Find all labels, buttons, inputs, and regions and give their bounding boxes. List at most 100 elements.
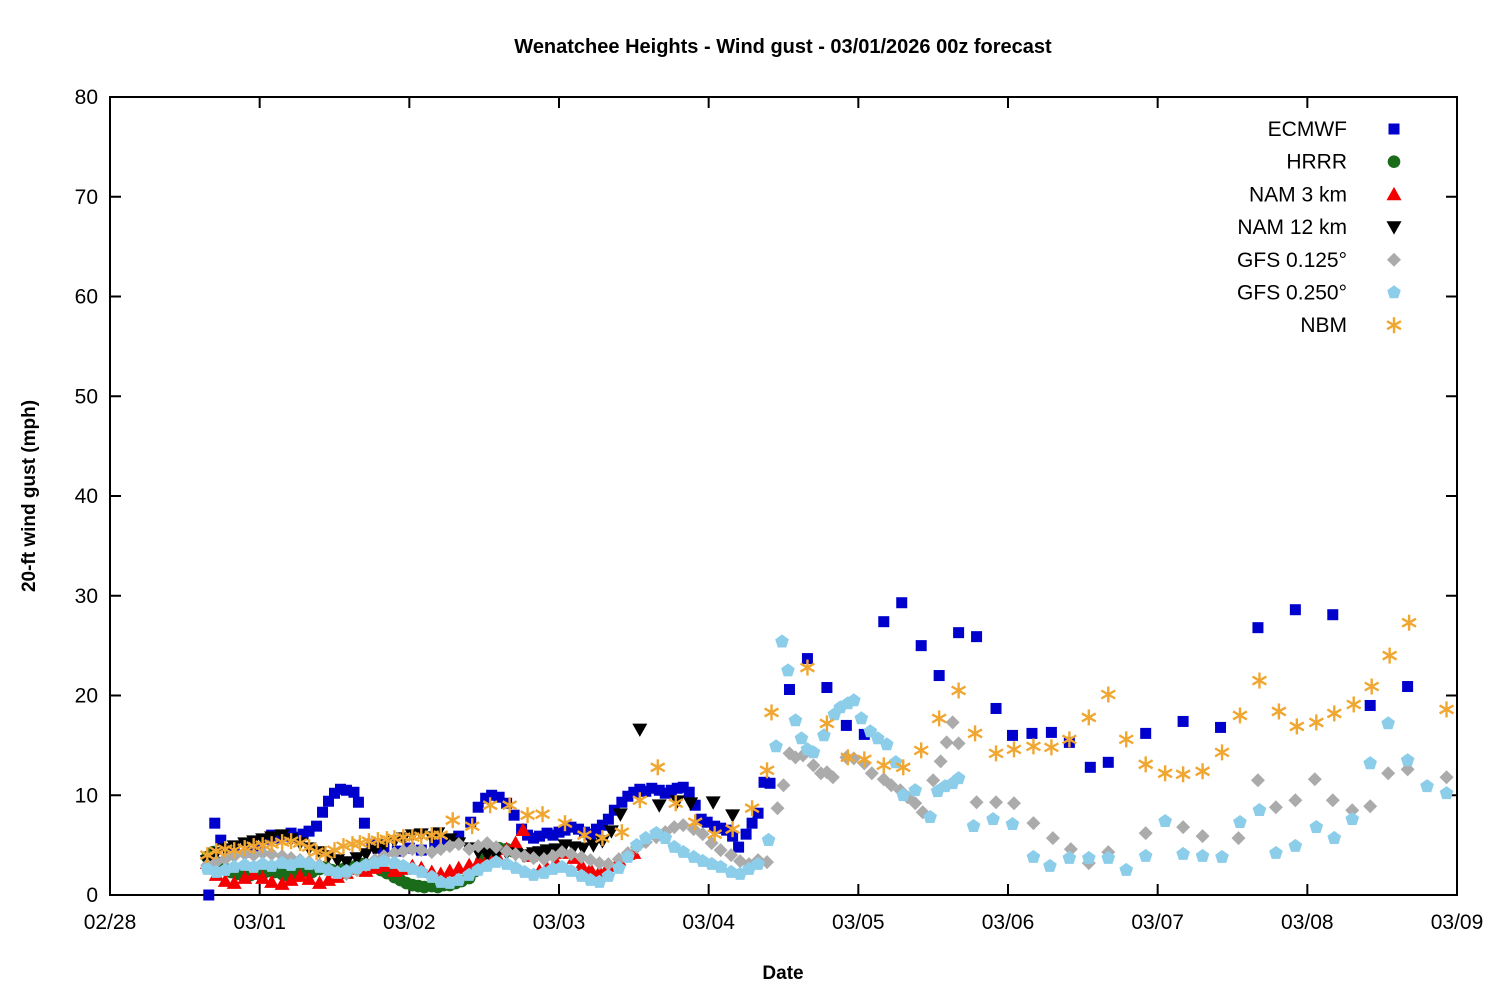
data-point-ecmwf	[534, 830, 546, 842]
data-point-gfs-0-250-	[1026, 849, 1041, 863]
data-point-gfs-0-250-	[414, 864, 429, 878]
data-point-nbm	[1382, 650, 1398, 661]
data-point-gfs-0-125-	[1268, 800, 1283, 815]
data-point-nbm	[309, 847, 325, 858]
data-point-gfs-0-125-	[1195, 829, 1210, 844]
data-point-gfs-0-250-	[1138, 848, 1153, 862]
data-point-nbm	[464, 821, 480, 832]
data-point-gfs-0-125-	[969, 795, 984, 810]
data-point-nbm	[1438, 704, 1455, 715]
data-point-nam-3-km	[508, 835, 524, 849]
data-point-ecmwf	[1045, 726, 1057, 738]
data-point-ecmwf	[303, 825, 315, 837]
data-point-nbm	[413, 831, 429, 842]
data-point-ecmwf	[590, 823, 602, 835]
data-point-ecmwf	[671, 782, 683, 794]
data-point-gfs-0-125-	[489, 840, 504, 855]
data-point-gfs-0-250-	[863, 724, 878, 738]
data-point-gfs-0-250-	[1400, 753, 1415, 767]
data-point-gfs-0-125-	[676, 818, 691, 833]
data-point-nam-3-km	[573, 857, 589, 871]
data-point-gfs-0-250-	[1327, 830, 1342, 844]
data-point-nbm	[352, 838, 368, 849]
data-point-ecmwf	[746, 817, 758, 829]
data-point-nam-3-km	[582, 861, 598, 875]
legend-label-nam-12-km: NAM 12 km	[1237, 216, 1347, 239]
data-point-gfs-0-125-	[1138, 826, 1153, 841]
data-point-nbm	[482, 800, 498, 811]
data-point-ecmwf	[1006, 729, 1018, 741]
data-point-gfs-0-125-	[806, 758, 821, 773]
data-point-ecmwf	[493, 791, 505, 803]
data-point-nam-12-km	[683, 797, 699, 811]
data-point-ecmwf	[622, 790, 634, 802]
legend-marker-nam-3-km	[1386, 186, 1402, 201]
legend-label-ecmwf: ECMWF	[1268, 118, 1347, 141]
legend-marker-hrrr	[1387, 155, 1401, 168]
data-point-ecmwf	[740, 828, 752, 840]
data-point-nbm	[1006, 744, 1022, 755]
data-point-nbm	[744, 803, 760, 814]
data-point-gfs-0-125-	[1345, 803, 1360, 818]
data-point-gfs-0-250-	[879, 737, 894, 751]
data-point-gfs-0-125-	[1006, 796, 1021, 811]
data-point-ecmwf	[896, 597, 908, 609]
data-point-nbm	[1326, 708, 1342, 719]
data-point-ecmwf	[878, 616, 890, 628]
data-point-gfs-0-125-	[526, 851, 541, 866]
data-point-ecmwf	[616, 796, 628, 808]
x-tick-label: 02/28	[84, 911, 137, 934]
data-point-ecmwf	[646, 782, 658, 794]
data-point-ecmwf	[311, 820, 323, 832]
data-point-gfs-0-125-	[724, 848, 739, 863]
data-point-gfs-0-250-	[1005, 817, 1020, 830]
data-point-gfs-0-125-	[939, 735, 954, 750]
data-point-nbm	[840, 752, 856, 763]
data-point-gfs-0-250-	[227, 859, 242, 873]
data-point-gfs-0-250-	[1195, 848, 1210, 862]
data-point-nbm	[1157, 768, 1173, 779]
data-point-nbm	[876, 760, 892, 771]
x-axis-label: Date	[762, 963, 804, 984]
data-point-nbm	[1251, 675, 1267, 686]
data-point-gfs-0-125-	[695, 827, 710, 842]
data-point-gfs-0-250-	[1288, 838, 1303, 852]
data-point-nbm	[614, 827, 630, 838]
data-point-nam-3-km	[255, 870, 271, 884]
data-point-ecmwf	[1252, 622, 1264, 634]
data-point-nbm	[668, 798, 684, 809]
data-point-nbm	[1232, 710, 1248, 721]
data-point-gfs-0-250-	[451, 872, 466, 886]
y-tick-label: 20	[75, 685, 98, 708]
data-point-gfs-0-250-	[769, 739, 783, 753]
data-point-nbm	[1289, 721, 1305, 732]
data-point-ecmwf	[297, 828, 309, 840]
data-point-gfs-0-250-	[630, 837, 644, 851]
data-point-ecmwf	[1084, 761, 1096, 773]
data-point-ecmwf	[840, 719, 852, 731]
data-point-nbm	[988, 748, 1004, 759]
data-point-ecmwf	[1327, 609, 1339, 621]
data-point-gfs-0-250-	[592, 874, 607, 888]
data-point-ecmwf	[1026, 727, 1038, 739]
data-point-gfs-0-250-	[658, 830, 673, 844]
data-point-gfs-0-125-	[451, 837, 466, 852]
data-point-nam-12-km	[548, 843, 564, 857]
data-point-gfs-0-250-	[564, 863, 578, 877]
data-point-gfs-0-125-	[989, 795, 1004, 810]
data-point-nbm	[335, 841, 352, 852]
data-point-ecmwf	[953, 627, 965, 639]
data-point-nam-3-km	[217, 873, 233, 887]
data-point-ecmwf	[486, 789, 498, 801]
data-point-gfs-0-125-	[770, 801, 785, 816]
data-point-nbm	[799, 662, 815, 673]
data-point-nam-3-km	[264, 874, 280, 888]
data-point-ecmwf	[1102, 756, 1114, 768]
data-point-ecmwf	[453, 830, 465, 842]
data-point-ecmwf	[1177, 715, 1189, 727]
data-point-ecmwf	[429, 838, 441, 850]
data-point-nbm	[1175, 769, 1191, 780]
data-point-nam-3-km	[515, 822, 531, 836]
legend-label-nam-3-km: NAM 3 km	[1249, 183, 1347, 206]
data-point-nbm	[725, 824, 741, 835]
